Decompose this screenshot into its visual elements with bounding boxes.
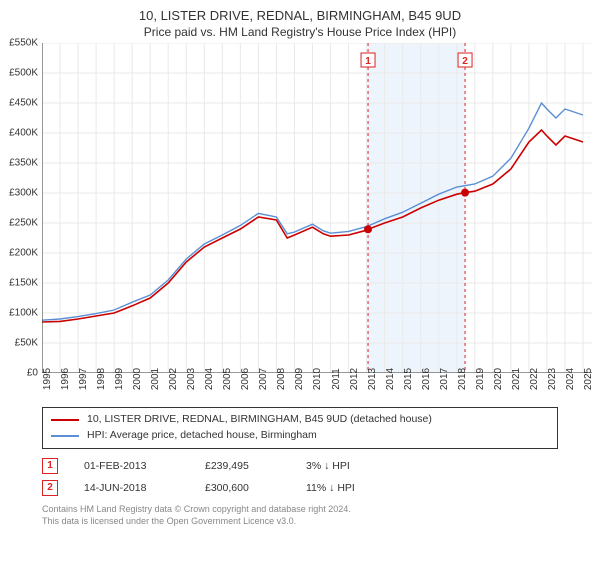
xtick-label: 2002 — [168, 368, 179, 390]
sale-date: 14-JUN-2018 — [84, 482, 179, 494]
xtick-label: 1996 — [60, 368, 71, 390]
ytick-label: £350K — [9, 158, 38, 169]
xtick-label: 2008 — [276, 368, 287, 390]
xtick-label: 1995 — [42, 368, 53, 390]
xtick-label: 2006 — [240, 368, 251, 390]
chart-subtitle: Price paid vs. HM Land Registry's House … — [0, 25, 600, 39]
xtick-label: 1999 — [114, 368, 125, 390]
legend-swatch — [51, 419, 79, 421]
xtick-label: 2003 — [186, 368, 197, 390]
xtick-label: 2018 — [457, 368, 468, 390]
ytick-label: £500K — [9, 68, 38, 79]
chart-title: 10, LISTER DRIVE, REDNAL, BIRMINGHAM, B4… — [0, 8, 600, 23]
xtick-label: 2004 — [204, 368, 215, 390]
xtick-label: 2013 — [367, 368, 378, 390]
chart-area: 12 £0£50K£100K£150K£200K£250K£300K£350K£… — [42, 43, 592, 403]
xtick-label: 2024 — [565, 368, 576, 390]
sale-row: 2 14-JUN-2018 £300,600 11% ↓ HPI — [42, 477, 558, 499]
ytick-label: £100K — [9, 308, 38, 319]
legend-swatch — [51, 435, 79, 437]
ytick-label: £300K — [9, 188, 38, 199]
xtick-label: 2005 — [222, 368, 233, 390]
xtick-label: 2014 — [385, 368, 396, 390]
highlight-band — [368, 43, 465, 373]
xtick-label: 2010 — [312, 368, 323, 390]
sale-date: 01-FEB-2013 — [84, 460, 179, 472]
footer-line2: This data is licensed under the Open Gov… — [42, 515, 558, 527]
marker-label: 2 — [462, 56, 468, 67]
xtick-label: 2015 — [403, 368, 414, 390]
legend-item: HPI: Average price, detached house, Birm… — [51, 428, 549, 444]
sale-row-marker: 1 — [42, 458, 58, 474]
ytick-label: £450K — [9, 98, 38, 109]
marker-label: 1 — [365, 56, 371, 67]
xtick-label: 2007 — [258, 368, 269, 390]
xtick-label: 2000 — [132, 368, 143, 390]
chart-container: 10, LISTER DRIVE, REDNAL, BIRMINGHAM, B4… — [0, 8, 600, 568]
xtick-label: 2019 — [475, 368, 486, 390]
sale-pct: 11% ↓ HPI — [306, 482, 366, 494]
sale-price: £300,600 — [205, 482, 280, 494]
xtick-label: 1997 — [78, 368, 89, 390]
ytick-label: £50K — [15, 338, 38, 349]
xtick-label: 2009 — [294, 368, 305, 390]
ytick-label: £400K — [9, 128, 38, 139]
sale-pct: 3% ↓ HPI — [306, 460, 366, 472]
xtick-label: 2021 — [511, 368, 522, 390]
sale-data-rows: 1 01-FEB-2013 £239,495 3% ↓ HPI 2 14-JUN-2018… — [42, 455, 558, 499]
legend-item: 10, LISTER DRIVE, REDNAL, BIRMINGHAM, B4… — [51, 412, 549, 428]
footer-attribution: Contains HM Land Registry data © Crown c… — [42, 503, 558, 527]
ytick-label: £250K — [9, 218, 38, 229]
legend-label: 10, LISTER DRIVE, REDNAL, BIRMINGHAM, B4… — [87, 412, 432, 428]
footer-line1: Contains HM Land Registry data © Crown c… — [42, 503, 558, 515]
xtick-label: 2023 — [547, 368, 558, 390]
xtick-label: 1998 — [96, 368, 107, 390]
sale-row-marker: 2 — [42, 480, 58, 496]
xtick-label: 2020 — [493, 368, 504, 390]
sale-row: 1 01-FEB-2013 £239,495 3% ↓ HPI — [42, 455, 558, 477]
ytick-label: £200K — [9, 248, 38, 259]
legend-label: HPI: Average price, detached house, Birm… — [87, 428, 317, 444]
xtick-label: 2025 — [583, 368, 594, 390]
sale-marker-dot — [461, 189, 469, 197]
xtick-label: 2016 — [421, 368, 432, 390]
sale-price: £239,495 — [205, 460, 280, 472]
ytick-label: £150K — [9, 278, 38, 289]
sale-marker-dot — [364, 225, 372, 233]
ytick-label: £550K — [9, 38, 38, 49]
xtick-label: 2017 — [439, 368, 450, 390]
chart-svg: 12 — [42, 43, 592, 373]
xtick-label: 2012 — [349, 368, 360, 390]
xtick-label: 2011 — [331, 368, 342, 390]
ytick-label: £0 — [27, 368, 38, 379]
legend: 10, LISTER DRIVE, REDNAL, BIRMINGHAM, B4… — [42, 407, 558, 449]
xtick-label: 2022 — [529, 368, 540, 390]
xtick-label: 2001 — [150, 368, 161, 390]
